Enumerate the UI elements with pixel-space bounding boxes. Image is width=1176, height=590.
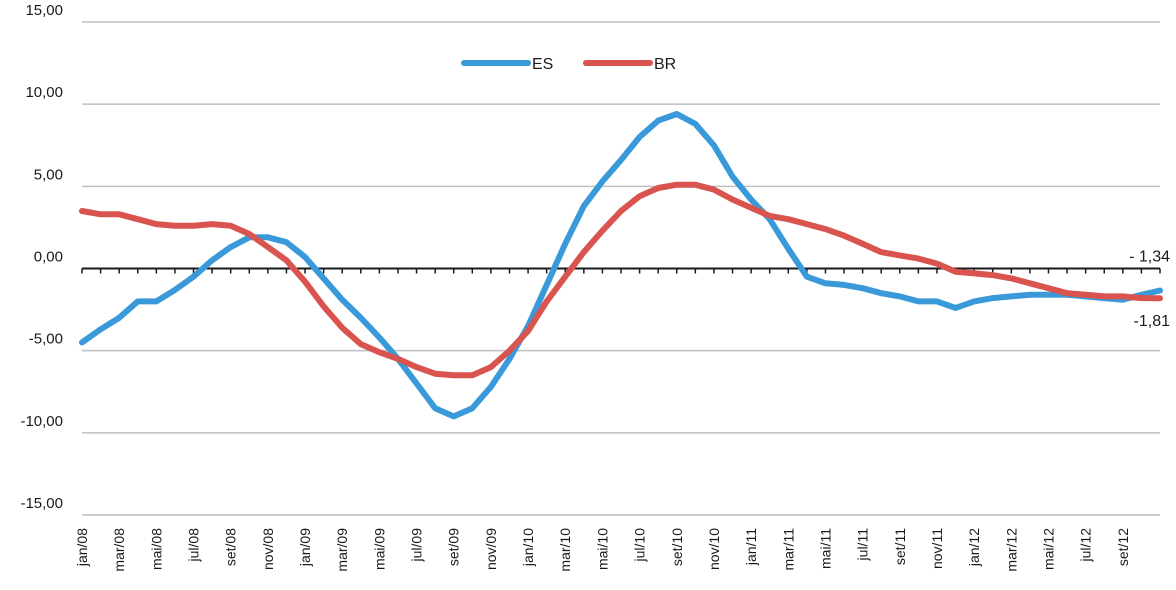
y-tick-label: -15,00 (20, 495, 63, 512)
series-lines (79, 111, 1163, 420)
y-tick-label: 0,00 (34, 249, 63, 266)
series-line-br (79, 181, 1163, 379)
x-tick-label: mai/09 (371, 528, 387, 570)
x-tick-label: set/09 (446, 528, 462, 566)
x-tick-label: mar/08 (111, 528, 127, 572)
gridlines (82, 21, 1160, 516)
x-tick-label: set/08 (223, 528, 239, 566)
x-tick-label: mai/10 (594, 528, 610, 570)
series-line-es (79, 111, 1163, 420)
legend: ES BR (461, 56, 676, 73)
x-tick-label: nov/08 (260, 528, 276, 570)
x-tick-label: jul/12 (1078, 528, 1094, 563)
x-tick-label: set/11 (892, 528, 908, 565)
x-tick-label: jul/10 (632, 528, 648, 563)
x-tick-label: jul/08 (186, 528, 202, 563)
x-tick-label: mar/11 (780, 528, 796, 571)
x-tick-label: jul/09 (409, 528, 425, 563)
x-tick-label: mar/09 (334, 528, 350, 572)
x-tick-label: mai/12 (1040, 528, 1056, 570)
y-tick-label: 15,00 (25, 2, 63, 19)
legend-label-br: BR (654, 56, 676, 73)
y-axis: 15,00 10,00 5,00 0,00 -5,00 -10,00 -15,00 (20, 2, 63, 512)
legend-label-es: ES (532, 56, 553, 73)
y-tick-label: -10,00 (20, 413, 63, 430)
x-tick-label: jan/11 (743, 528, 759, 566)
x-tick-label: jan/12 (966, 528, 982, 567)
x-tick-label: mai/08 (148, 528, 164, 570)
x-tick-label: nov/11 (929, 528, 945, 569)
data-label-es: - 1,34 (1129, 249, 1170, 266)
x-tick-label: set/12 (1115, 528, 1131, 566)
y-tick-label: 5,00 (34, 166, 63, 183)
y-tick-label: -5,00 (29, 331, 63, 348)
x-tick-label: set/10 (669, 528, 685, 566)
x-tick-label: nov/09 (483, 528, 499, 570)
x-tick-label: jan/08 (74, 528, 90, 567)
x-tick-label: mar/12 (1003, 528, 1019, 572)
x-tick-label: mar/10 (557, 528, 573, 572)
x-axis: jan/08 mar/08 mai/08 jul/08 set/08 nov/08 jan/… (74, 267, 1161, 572)
x-tick-label: jan/10 (520, 528, 536, 567)
x-tick-label: jan/09 (297, 528, 313, 567)
y-tick-label: 10,00 (25, 84, 63, 101)
x-tick-label: nov/10 (706, 528, 722, 570)
x-tick-label: mai/11 (817, 528, 833, 569)
data-label-br: -1,81 (1134, 313, 1171, 330)
data-labels: - 1,34 -1,81 (1129, 249, 1170, 331)
x-tick-label: jul/11 (855, 528, 871, 562)
